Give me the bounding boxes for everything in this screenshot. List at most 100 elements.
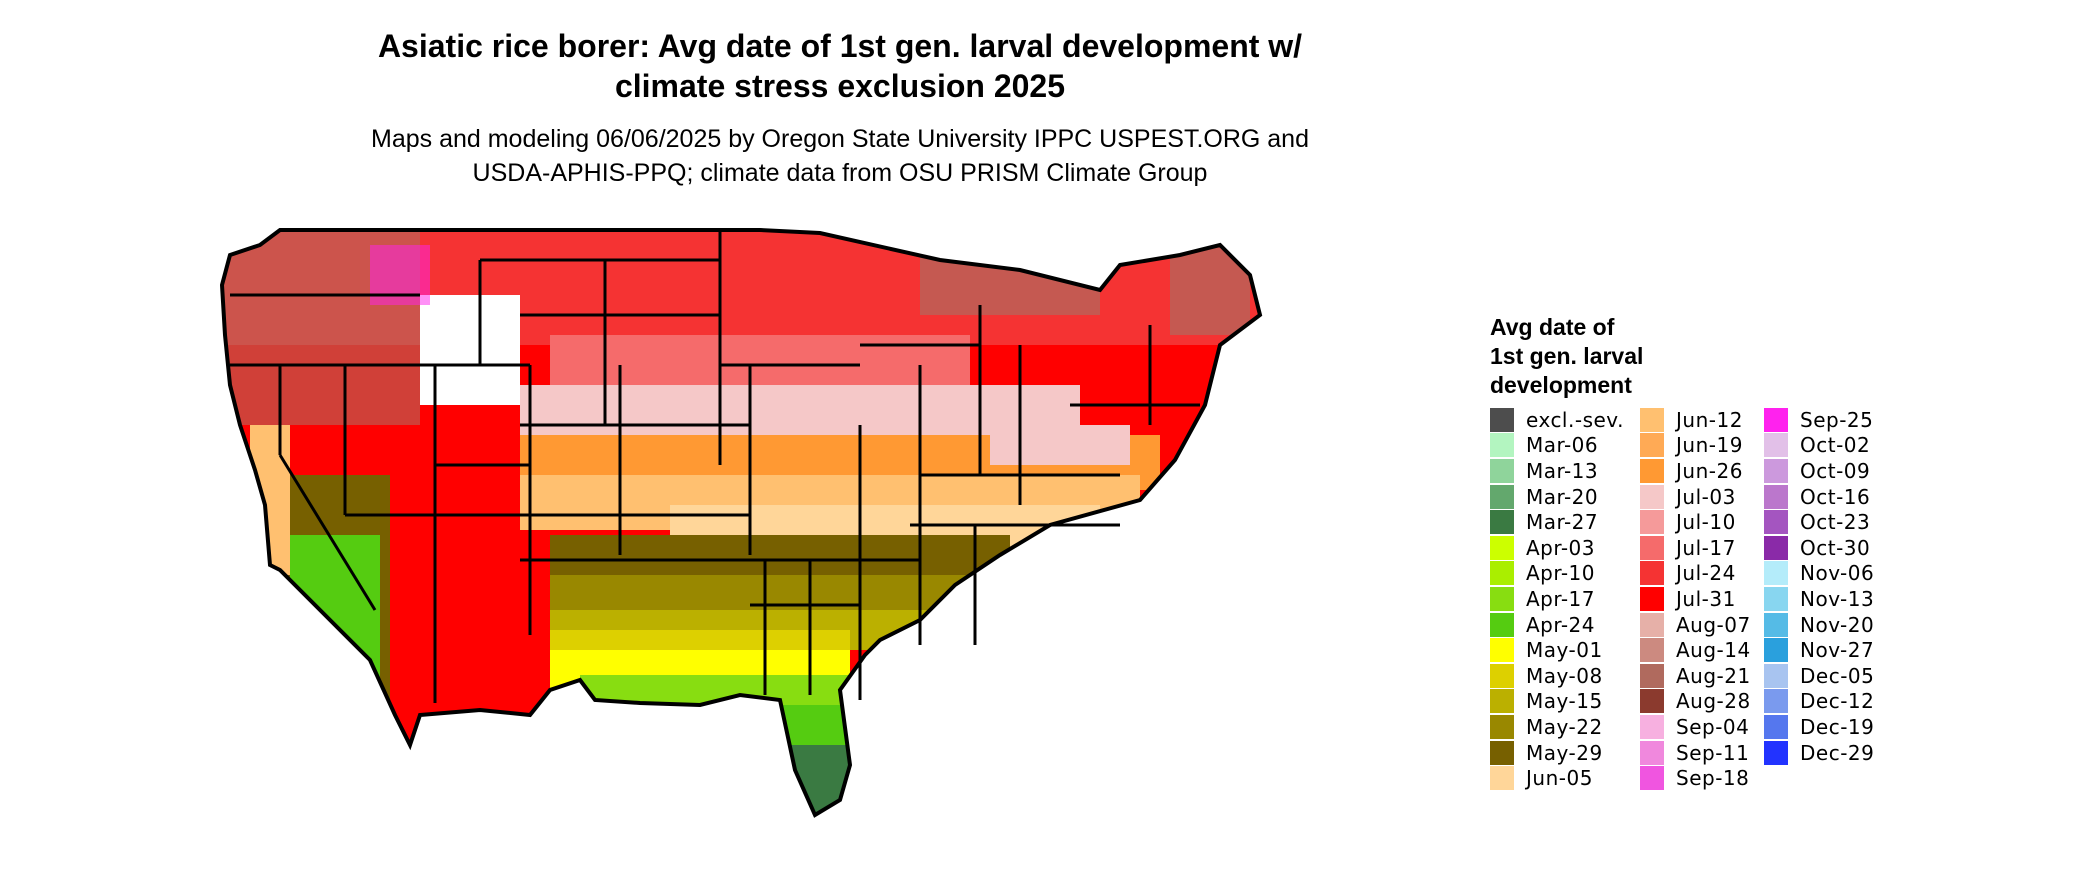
legend-swatch [1764, 586, 1788, 611]
legend-swatch [1490, 484, 1514, 509]
legend-swatch [1490, 510, 1514, 535]
legend-swatch [1490, 740, 1514, 765]
legend-swatch [1640, 510, 1664, 535]
legend-label: Jul-10 [1676, 510, 1736, 535]
legend-label: Sep-11 [1676, 740, 1750, 765]
legend-item: Sep-25 [1764, 407, 1873, 433]
legend-swatch [1764, 663, 1788, 688]
state-borders [220, 228, 1262, 817]
legend-item: Jul-31 [1640, 586, 1736, 612]
legend-swatch [1640, 407, 1664, 432]
legend-item: Jun-26 [1640, 458, 1743, 484]
legend-label: Jul-24 [1676, 561, 1736, 586]
legend-swatch [1490, 689, 1514, 714]
legend-label: Jul-03 [1676, 484, 1736, 509]
legend-label: Mar-06 [1526, 433, 1599, 458]
legend-title-line-1: Avg date of [1490, 314, 1615, 340]
legend-label: May-22 [1526, 714, 1603, 739]
legend-label: Aug-14 [1676, 638, 1751, 663]
legend-title-line-2: 1st gen. larval [1490, 343, 1644, 369]
legend-item: Sep-18 [1640, 765, 1749, 791]
legend-label: Nov-27 [1800, 638, 1875, 663]
map-title: Asiatic rice borer: Avg date of 1st gen.… [230, 26, 1450, 106]
map-subtitle: Maps and modeling 06/06/2025 by Oregon S… [230, 122, 1450, 190]
map-title-line-1: Asiatic rice borer: Avg date of 1st gen.… [377, 28, 1303, 64]
legend-item: May-29 [1490, 740, 1603, 766]
legend-label: Oct-30 [1800, 535, 1871, 560]
legend-swatch [1490, 612, 1514, 637]
legend-swatch [1490, 714, 1514, 739]
map-subtitle-line-2: USDA-APHIS-PPQ; climate data from OSU PR… [472, 159, 1208, 187]
legend-swatch [1490, 586, 1514, 611]
legend-label: May-08 [1526, 663, 1603, 688]
legend-item: Nov-06 [1764, 561, 1874, 587]
legend-label: Oct-23 [1800, 510, 1871, 535]
legend-item: Nov-20 [1764, 612, 1874, 638]
legend-swatch [1490, 535, 1514, 560]
legend-label: Apr-24 [1526, 612, 1595, 637]
legend-swatch [1764, 612, 1788, 637]
temperature-bands [222, 230, 1260, 815]
legend-item: Jul-17 [1640, 535, 1736, 561]
legend-item: Dec-19 [1764, 714, 1874, 740]
legend-swatch [1640, 714, 1664, 739]
legend-swatch [1640, 740, 1664, 765]
legend-label: Dec-05 [1800, 663, 1875, 688]
legend-label: Jul-17 [1676, 535, 1736, 560]
legend-label: Jul-31 [1676, 586, 1736, 611]
legend-item: excl.-sev. [1490, 407, 1624, 433]
legend-label: Nov-20 [1800, 612, 1875, 637]
legend-item: Oct-09 [1764, 458, 1870, 484]
legend-swatch [1764, 561, 1788, 586]
legend-item: Mar-20 [1490, 484, 1598, 510]
legend-entries: excl.-sev. Mar-06 Mar-13 Mar-20 Mar-27 Apr-03… [1490, 407, 1874, 791]
legend-item: Jul-03 [1640, 484, 1736, 510]
map-legend: Avg date of 1st gen. larval development … [1490, 313, 1874, 791]
legend-item: Apr-17 [1490, 586, 1595, 612]
map-title-line-2: climate stress exclusion 2025 [614, 68, 1066, 104]
legend-swatch [1764, 510, 1788, 535]
legend-swatch [1764, 458, 1788, 483]
legend-item: Jun-19 [1640, 433, 1743, 459]
legend-label: Oct-02 [1800, 433, 1871, 458]
legend-swatch [1490, 458, 1514, 483]
legend-title: Avg date of 1st gen. larval development [1490, 313, 1690, 400]
legend-label: Jun-19 [1676, 433, 1743, 458]
legend-item: Jul-24 [1640, 561, 1736, 587]
legend-label: Mar-13 [1526, 458, 1599, 483]
legend-swatch [1490, 663, 1514, 688]
us-map-svg [220, 228, 1262, 817]
legend-item: Nov-27 [1764, 637, 1874, 663]
map-subtitle-line-1: Maps and modeling 06/06/2025 by Oregon S… [371, 125, 1309, 153]
legend-swatch [1490, 433, 1514, 458]
legend-swatch [1640, 458, 1664, 483]
legend-item: Dec-05 [1764, 663, 1874, 689]
legend-item: May-15 [1490, 689, 1603, 715]
legend-swatch [1764, 714, 1788, 739]
us-heat-map [220, 225, 1480, 890]
legend-item: May-22 [1490, 714, 1603, 740]
legend-swatch [1640, 612, 1664, 637]
legend-label: Jun-12 [1676, 407, 1743, 432]
legend-label: May-29 [1526, 740, 1603, 765]
legend-swatch [1764, 433, 1788, 458]
legend-label: Oct-16 [1800, 484, 1871, 509]
legend-item: Oct-16 [1764, 484, 1870, 510]
legend-label: Aug-07 [1676, 612, 1751, 637]
legend-label: Oct-09 [1800, 458, 1871, 483]
legend-item: Oct-30 [1764, 535, 1870, 561]
legend-item: May-01 [1490, 637, 1603, 663]
legend-label: Sep-18 [1676, 766, 1750, 791]
legend-label: Apr-03 [1526, 535, 1595, 560]
legend-item: Apr-24 [1490, 612, 1595, 638]
legend-item: Aug-14 [1640, 637, 1751, 663]
legend-swatch [1490, 561, 1514, 586]
legend-item: Oct-02 [1764, 433, 1870, 459]
legend-swatch [1764, 638, 1788, 663]
legend-label: May-01 [1526, 638, 1603, 663]
legend-label: Apr-17 [1526, 586, 1595, 611]
legend-swatch [1764, 740, 1788, 765]
legend-item: Sep-11 [1640, 740, 1749, 766]
legend-label: Aug-21 [1676, 663, 1751, 688]
legend-item: May-08 [1490, 663, 1603, 689]
